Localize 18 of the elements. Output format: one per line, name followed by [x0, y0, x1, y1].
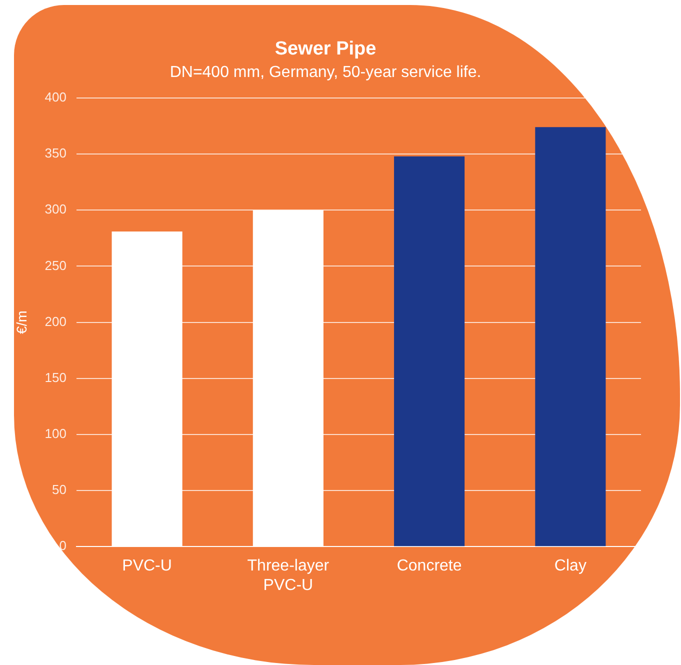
chart-title: Sewer Pipe — [274, 38, 376, 60]
y-axis-title: €/m — [13, 310, 30, 334]
y-tick-label: 400 — [44, 90, 66, 105]
x-tick-label: Concrete — [396, 558, 462, 575]
y-tick-label: 300 — [44, 202, 66, 217]
y-tick-label: 0 — [59, 538, 66, 554]
bar — [394, 156, 465, 546]
bar — [535, 127, 606, 546]
y-tick-label: 50 — [52, 482, 66, 498]
x-tick-label: Three-layer PVC-U — [247, 558, 330, 594]
y-tick-label: 100 — [44, 426, 66, 442]
y-tick-label: 200 — [44, 314, 66, 329]
x-tick-label: PVC-U — [122, 558, 172, 575]
y-tick-label: 350 — [44, 146, 66, 161]
y-tick-label: 250 — [44, 258, 66, 273]
x-tick-label: Clay — [554, 558, 586, 575]
chart-subtitle: DN=400 mm, Germany, 50-year service life. — [170, 64, 482, 81]
y-tick-label: 150 — [44, 370, 66, 385]
